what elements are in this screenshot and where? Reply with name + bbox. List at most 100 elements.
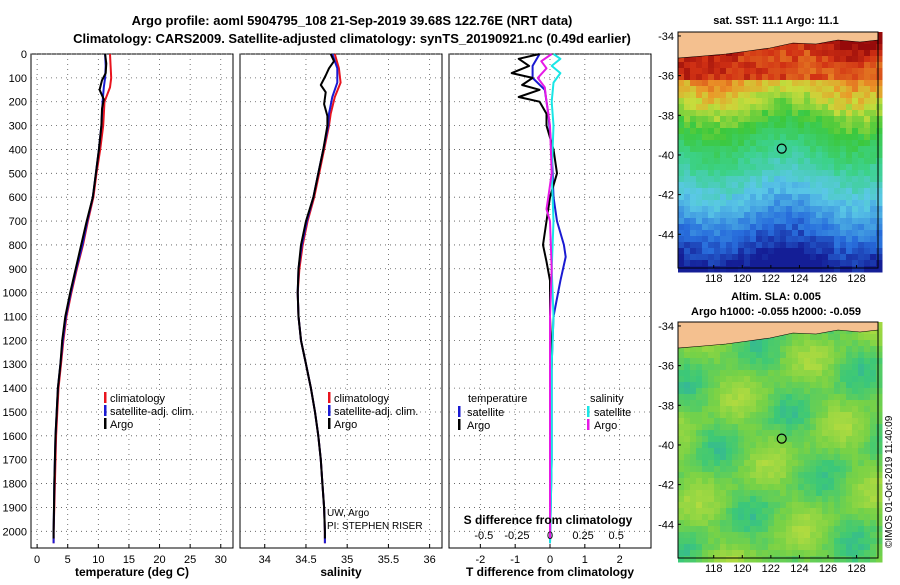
map-cell (774, 224, 781, 231)
map-cell (822, 110, 829, 117)
map-cell (714, 254, 721, 261)
map-cell (780, 134, 787, 141)
x-tick-label: 15 (123, 554, 135, 566)
map-cell (870, 212, 877, 219)
map-cell (858, 80, 865, 87)
map-cell (780, 200, 787, 207)
map-cell (858, 44, 865, 51)
legend-label-satellite: satellite-adj. clim. (110, 406, 194, 418)
map-cell (696, 376, 703, 383)
x-tick-label: 1 (582, 554, 588, 566)
map-cell (732, 206, 739, 213)
map-cell (780, 128, 787, 135)
map-cell (840, 448, 847, 455)
map-cell (708, 490, 715, 497)
map-cell (798, 550, 805, 557)
map-cell (714, 188, 721, 195)
map-cell (798, 224, 805, 231)
map-cell (750, 514, 757, 521)
map-cell (822, 412, 829, 419)
map-cell (780, 514, 787, 521)
map-cell (852, 526, 859, 533)
map-cell (744, 406, 751, 413)
map-cell (768, 230, 775, 237)
map-cell (708, 200, 715, 207)
map-cell (720, 146, 727, 153)
map-cell (876, 490, 883, 497)
map-cell (792, 50, 799, 57)
map-cell (846, 56, 853, 63)
map-cell (870, 230, 877, 237)
map-cell (840, 418, 847, 425)
map-cell (678, 62, 685, 69)
map-cell (846, 224, 853, 231)
map-cell (822, 358, 829, 365)
map-cell (810, 164, 817, 171)
map-cell (762, 352, 769, 359)
map-cell (840, 260, 847, 267)
map-cell (780, 188, 787, 195)
map-cell (774, 556, 781, 563)
map-cell (810, 526, 817, 533)
map-cell (756, 406, 763, 413)
map-cell (738, 68, 745, 75)
map-cell (756, 152, 763, 159)
map-cell (822, 260, 829, 267)
map-cell (858, 514, 865, 521)
map-cell (870, 526, 877, 533)
map-cell (756, 242, 763, 249)
map-cell (744, 158, 751, 165)
map-cell (738, 74, 745, 81)
map-cell (864, 448, 871, 455)
map-cell (750, 346, 757, 353)
map-cell (792, 460, 799, 467)
map-cell (774, 448, 781, 455)
map-cell (852, 430, 859, 437)
map-cell (804, 164, 811, 171)
map-cell (858, 62, 865, 69)
map-cell (834, 448, 841, 455)
map-cell (816, 346, 823, 353)
map-cell (762, 260, 769, 267)
map-cell (768, 538, 775, 545)
map-cell (768, 526, 775, 533)
map-cell (720, 502, 727, 509)
map-cell (786, 134, 793, 141)
map-cell (846, 460, 853, 467)
map-cell (774, 454, 781, 461)
map-cell (768, 110, 775, 117)
map-cell (732, 520, 739, 527)
map-cell (834, 538, 841, 545)
map-cell (864, 538, 871, 545)
map-cell (762, 436, 769, 443)
map-cell (810, 74, 817, 81)
map-cell (846, 412, 853, 419)
map-cell (792, 134, 799, 141)
map-cell (762, 218, 769, 225)
map-cell (738, 230, 745, 237)
map-cell (786, 254, 793, 261)
map-cell (864, 490, 871, 497)
map-cell (678, 382, 685, 389)
map-cell (708, 394, 715, 401)
map-cell (816, 496, 823, 503)
map-cell (684, 158, 691, 165)
map-cell (834, 490, 841, 497)
map-cell (846, 218, 853, 225)
map-cell (810, 394, 817, 401)
map-cell (690, 146, 697, 153)
map-cell (690, 104, 697, 111)
map-cell (714, 346, 721, 353)
map-cell (702, 80, 709, 87)
map-cell (792, 436, 799, 443)
map-cell (714, 526, 721, 533)
map-cell (744, 194, 751, 201)
map-cell (780, 466, 787, 473)
map-cell (690, 460, 697, 467)
map-cell (738, 478, 745, 485)
map-frame (677, 31, 879, 269)
map-cell (858, 526, 865, 533)
map-cell (684, 146, 691, 153)
map-cell (798, 352, 805, 359)
